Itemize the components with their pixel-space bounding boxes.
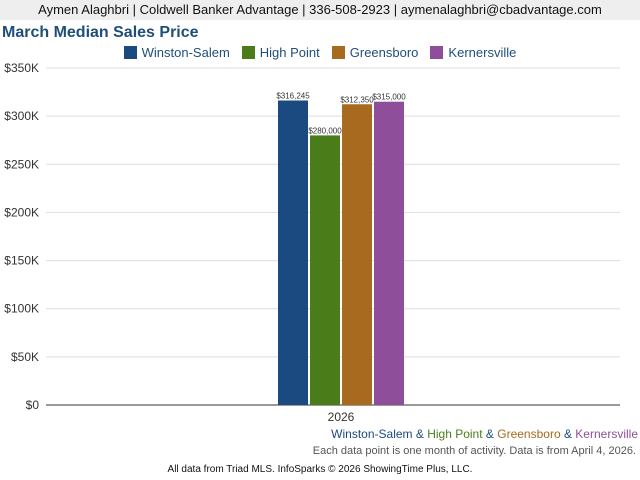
bar-data-label: $315,000 xyxy=(372,93,406,102)
chart-legend: Winston-Salem High Point Greensboro Kerners… xyxy=(0,45,640,60)
legend-swatch xyxy=(123,46,137,59)
y-tick-label: $250K xyxy=(4,157,39,171)
caption-separator: & xyxy=(482,427,498,441)
bar-high-point xyxy=(310,135,340,405)
caption-series-name: Winston-Salem xyxy=(331,427,413,441)
bar-winston-salem xyxy=(278,100,308,405)
bar-greensboro xyxy=(342,104,372,405)
y-tick-label: $200K xyxy=(4,205,39,219)
legend-label: Greensboro xyxy=(349,45,419,60)
legend-item-winston-salem[interactable]: Winston-Salem xyxy=(123,45,230,60)
legend-item-high-point[interactable]: High Point xyxy=(241,45,320,60)
y-tick-label: $150K xyxy=(4,254,39,268)
y-tick-label: $300K xyxy=(4,109,39,123)
caption-separator: & xyxy=(560,427,576,441)
legend-item-greensboro[interactable]: Greensboro xyxy=(331,45,419,60)
legend-item-kernersville[interactable]: Kernersville xyxy=(430,45,516,60)
y-tick-label: $0 xyxy=(26,398,40,412)
bar-kernersville xyxy=(374,101,404,405)
legend-label: Winston-Salem xyxy=(141,45,230,60)
bar-data-label: $312,350 xyxy=(340,95,374,104)
y-tick-label: $100K xyxy=(4,302,39,316)
y-tick-label: $350K xyxy=(4,61,39,75)
y-tick-label: $50K xyxy=(11,350,39,364)
caption-series-name: Kernersville xyxy=(575,427,638,441)
bar-data-label: $280,000 xyxy=(308,126,342,135)
series-caption: Winston-Salem & High Point & Greensboro … xyxy=(331,427,638,441)
agent-contact-header: Aymen Alaghbri | Coldwell Banker Advanta… xyxy=(0,0,640,20)
caption-series-name: High Point xyxy=(427,427,483,441)
legend-swatch xyxy=(331,46,345,59)
bar-chart: $0 $50K $100K $150K $200K $250K $300K $350K $316… xyxy=(4,61,620,424)
legend-swatch xyxy=(430,46,444,59)
legend-label: High Point xyxy=(259,45,320,60)
bar-data-label: $316,245 xyxy=(276,92,310,101)
chart-title: March Median Sales Price xyxy=(2,24,199,41)
caption-separator: & xyxy=(412,427,428,441)
activity-note: Each data point is one month of activity… xyxy=(312,445,636,457)
caption-series-name: Greensboro xyxy=(497,427,561,441)
legend-swatch xyxy=(241,46,255,59)
footer-credit: All data from Triad MLS. InfoSparks © 20… xyxy=(167,464,473,475)
x-tick-label: 2026 xyxy=(328,410,355,424)
legend-label: Kernersville xyxy=(448,45,517,60)
